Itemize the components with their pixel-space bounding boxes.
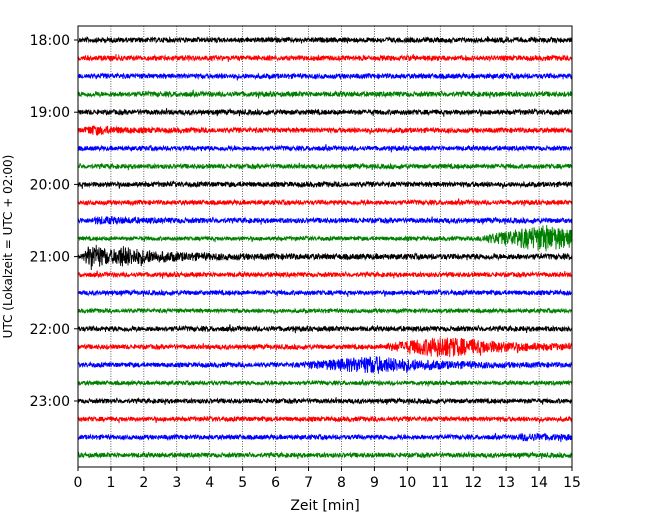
seismic-trace — [77, 215, 573, 226]
seismic-trace — [77, 198, 573, 207]
x-tick-label: 8 — [337, 475, 346, 491]
seismic-trace — [77, 162, 573, 171]
seismic-trace — [77, 307, 573, 315]
seismic-trace — [77, 108, 573, 117]
y-axis-label: UTC (Lokalzeit = UTC + 02:00) — [1, 155, 15, 339]
seismic-trace — [77, 288, 573, 297]
seismic-trace — [77, 244, 573, 270]
y-tick-label: 20:00 — [30, 177, 70, 193]
x-tick-label: 15 — [563, 475, 581, 491]
seismic-trace — [77, 53, 573, 63]
x-tick-label: 11 — [431, 475, 449, 491]
x-tick-label: 5 — [238, 475, 247, 491]
plot-frame — [77, 25, 573, 468]
y-tick-label: 23:00 — [30, 394, 70, 410]
x-tick-label: 13 — [497, 475, 515, 491]
seismic-trace — [77, 337, 573, 358]
seismic-trace — [77, 225, 573, 252]
seismic-trace — [77, 324, 573, 334]
trace-group — [77, 35, 573, 460]
seismic-trace — [77, 432, 573, 443]
x-tick-label: 6 — [271, 475, 280, 491]
x-tick-label: 12 — [464, 475, 482, 491]
seismic-trace — [77, 356, 573, 374]
x-tick-label: 7 — [304, 475, 313, 491]
seismic-trace — [77, 270, 573, 279]
x-tick-label: 14 — [530, 475, 548, 491]
x-axis: 0 1 2 3 4 5 6 7 8 9 10 11 12 13 14 15 — [74, 467, 581, 491]
x-axis-label: Zeit [min] — [290, 498, 359, 514]
y-tick-label: 21:00 — [30, 250, 70, 266]
seismic-trace — [77, 415, 573, 424]
x-tick-label: 4 — [205, 475, 214, 491]
seismic-trace — [77, 89, 573, 99]
seismic-trace — [77, 144, 573, 153]
seismic-trace — [77, 180, 573, 189]
seismic-trace — [77, 379, 573, 387]
y-tick-label: 22:00 — [30, 322, 70, 338]
y-tick-label: 18:00 — [30, 33, 70, 49]
x-tick-label: 10 — [398, 475, 416, 491]
x-tick-label: 2 — [139, 475, 148, 491]
x-tick-label: 9 — [370, 475, 379, 491]
x-tick-label: 1 — [106, 475, 115, 491]
seismic-trace — [77, 397, 573, 405]
seismic-trace — [77, 35, 573, 45]
x-tick-label: 3 — [172, 475, 181, 491]
x-grid — [110, 26, 540, 467]
y-axis: 18:00 19:00 20:00 21:00 22:00 23:00 — [30, 33, 78, 410]
seismic-trace — [77, 124, 573, 137]
y-tick-label: 19:00 — [30, 105, 70, 121]
seismic-trace — [77, 71, 573, 81]
seismic-trace — [77, 451, 573, 460]
x-tick-label: 0 — [74, 475, 83, 491]
